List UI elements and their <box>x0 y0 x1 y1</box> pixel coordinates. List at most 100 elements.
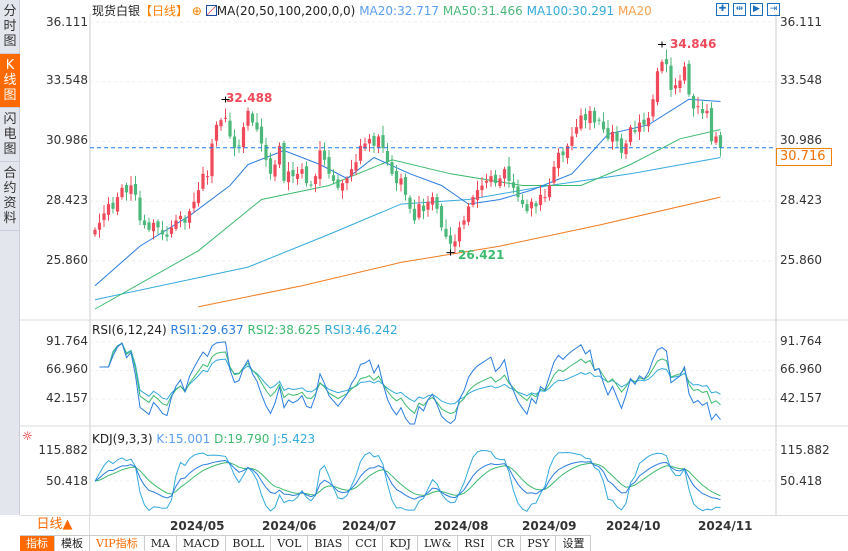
candle <box>610 131 615 142</box>
rsi-title: RSI(6,12,24) <box>92 323 167 337</box>
tab-1[interactable]: 模板 <box>55 536 90 551</box>
tab-13[interactable]: PSY <box>521 536 557 551</box>
candle <box>138 197 142 221</box>
candle <box>439 205 444 228</box>
tab-4[interactable]: MACD <box>177 536 227 551</box>
target-icon[interactable]: ⊕ <box>191 4 202 18</box>
j-line <box>94 449 721 512</box>
candle <box>327 157 331 174</box>
candle <box>358 145 363 161</box>
exit-icon[interactable]: ⇥ <box>767 3 780 16</box>
kdj-axis-label: 115.882 <box>780 443 830 457</box>
candle <box>133 184 138 195</box>
candle <box>345 178 349 184</box>
tab-2[interactable]: VIP指标 <box>90 536 145 551</box>
chart-canvas[interactable] <box>0 0 848 515</box>
tab-9[interactable]: KDJ <box>383 536 418 551</box>
kdj-axis-label: 50.418 <box>780 474 822 488</box>
sidebar-tab-contract-info[interactable]: 合约资料 <box>0 162 20 231</box>
tab-0[interactable]: 指标 <box>20 536 55 551</box>
left-axis-label: 30.986 <box>46 133 88 147</box>
candle <box>309 184 313 186</box>
candle <box>214 124 219 141</box>
candle <box>291 170 295 177</box>
date-label: 2024/08 <box>434 519 489 533</box>
candle <box>592 110 597 123</box>
candle <box>349 169 354 176</box>
ma20-line <box>94 98 721 287</box>
candle <box>102 213 106 220</box>
tab-8[interactable]: CCI <box>349 536 384 551</box>
low-annotation: 26.421 <box>458 248 505 262</box>
tab-3[interactable]: MA <box>145 536 177 551</box>
candle <box>511 182 516 188</box>
candle <box>660 61 664 72</box>
tab-5[interactable]: BOLL <box>226 536 272 551</box>
candle <box>570 136 574 146</box>
candle <box>624 143 628 155</box>
sidebar-tab-timeshare[interactable]: 分时图 <box>0 0 20 54</box>
candle <box>151 222 156 232</box>
candle <box>507 166 511 181</box>
tab-12[interactable]: CR <box>492 536 522 551</box>
candle <box>687 63 691 95</box>
ma100-value: MA100:30.291 <box>526 4 615 18</box>
candle <box>700 108 705 114</box>
ma50-value: MA50:31.466 <box>442 4 523 18</box>
tab-6[interactable]: VOL <box>271 536 309 551</box>
tab-11[interactable]: RSI <box>458 536 492 551</box>
play-range-icon[interactable]: ▶ <box>750 3 763 16</box>
right-axis-label: 36.111 <box>780 15 822 29</box>
crosshair-icon[interactable]: ✚ <box>716 3 729 16</box>
candle <box>322 150 327 160</box>
ma20-label: MA20 <box>617 4 652 18</box>
candle <box>678 80 682 89</box>
right-axis-label: 33.548 <box>780 73 822 87</box>
zoom-range-icon[interactable]: ⇹ <box>733 3 746 16</box>
candle <box>561 151 565 156</box>
candle <box>223 117 228 119</box>
ma-chart-icon[interactable] <box>205 5 217 16</box>
rsi-axis-label: 66.960 <box>46 362 88 376</box>
sidebar-tab-flash[interactable]: 闪电图 <box>0 108 20 162</box>
settings-sun-icon[interactable]: ☼ <box>22 429 33 443</box>
rsi2-line <box>99 342 721 415</box>
candle <box>142 220 147 226</box>
rsi3-line <box>99 342 721 405</box>
peak-annotation: 34.846 <box>670 37 717 51</box>
period-selector-button[interactable]: 日线▲ <box>20 515 90 535</box>
candle <box>502 169 507 179</box>
left-axis-label: 36.111 <box>46 15 88 29</box>
rsi-axis-label: 66.960 <box>780 362 822 376</box>
candle <box>412 208 417 221</box>
candle <box>664 59 669 65</box>
candle <box>147 222 151 230</box>
candle <box>201 173 205 189</box>
candle <box>619 138 624 153</box>
candle <box>156 221 160 228</box>
tab-7[interactable]: BIAS <box>308 536 350 551</box>
date-axis: 2024/05 2024/06 2024/07 2024/08 2024/09 … <box>20 515 848 535</box>
candle <box>124 184 129 193</box>
candle <box>588 110 592 123</box>
tab-14[interactable]: 设置 <box>556 536 592 551</box>
kdj-axis-label: 115.882 <box>38 443 88 457</box>
candle <box>462 220 466 225</box>
candle <box>421 205 426 212</box>
candle <box>268 158 273 174</box>
candle <box>484 180 489 183</box>
candle <box>169 227 174 234</box>
candle <box>453 241 457 247</box>
sidebar-tab-kline[interactable]: K线图 <box>0 54 20 108</box>
candle <box>399 178 403 185</box>
candle <box>565 145 570 158</box>
candle <box>475 190 480 200</box>
date-label: 2024/11 <box>698 519 753 533</box>
candle <box>187 211 192 223</box>
candle <box>574 127 579 134</box>
candle <box>543 197 547 199</box>
candle <box>178 215 183 220</box>
left-axis-label: 28.423 <box>46 193 88 207</box>
candle <box>255 122 259 130</box>
tab-10[interactable]: LW& <box>418 536 459 551</box>
